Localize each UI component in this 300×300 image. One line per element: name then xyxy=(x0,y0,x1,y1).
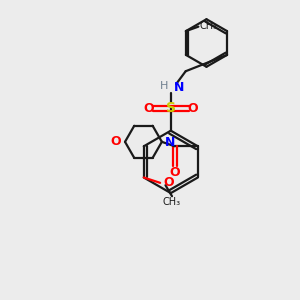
Text: O: O xyxy=(110,135,121,148)
Text: O: O xyxy=(187,102,198,115)
Text: CH₃: CH₃ xyxy=(163,196,181,207)
Text: N: N xyxy=(174,81,184,94)
Text: S: S xyxy=(166,101,176,116)
Text: O: O xyxy=(144,102,154,115)
Text: N: N xyxy=(165,136,175,149)
Text: O: O xyxy=(164,176,174,189)
Text: O: O xyxy=(169,166,180,178)
Text: H: H xyxy=(160,81,169,91)
Text: CH₃: CH₃ xyxy=(200,21,218,31)
